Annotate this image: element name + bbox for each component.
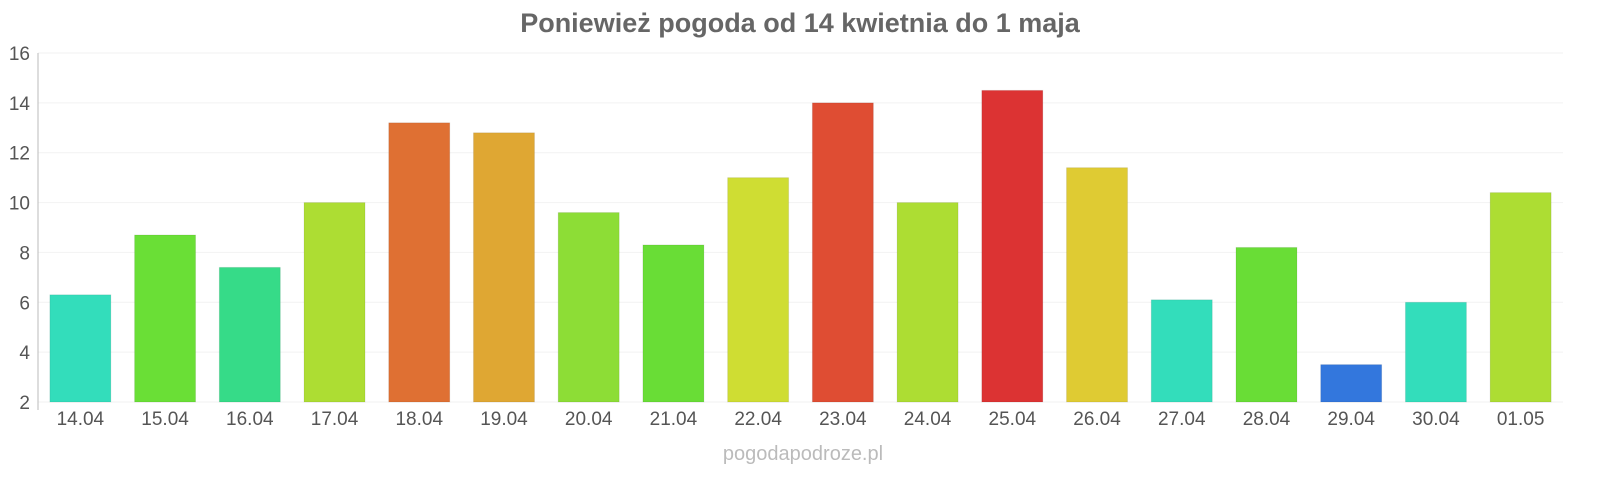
x-tick-label: 30.04: [1412, 409, 1460, 430]
y-tick-label: 10: [9, 194, 30, 215]
bar-16.04: [218, 266, 281, 403]
x-tick-label: 27.04: [1158, 409, 1206, 430]
x-tick-label: 14.04: [57, 409, 105, 430]
y-tick-label: 14: [9, 94, 31, 115]
bar-28.04: [1235, 246, 1298, 403]
x-tick-label: 15.04: [141, 409, 189, 430]
bar-30.04: [1404, 301, 1467, 403]
x-tick-label: 17.04: [311, 409, 359, 430]
y-tick-label: 4: [19, 343, 30, 364]
x-tick-label: 20.04: [565, 409, 613, 430]
watermark: pogodapodroze.pl: [723, 443, 883, 465]
bar-18.04: [388, 122, 451, 403]
bar-27.04: [1150, 299, 1213, 403]
bar-29.04: [1320, 364, 1383, 403]
bar-23.04: [811, 102, 874, 403]
x-tick-label: 19.04: [480, 409, 528, 430]
bar-15.04: [134, 234, 197, 403]
bar-25.04: [981, 89, 1044, 403]
bar-14.04: [49, 294, 112, 403]
bar-17.04: [303, 202, 366, 403]
y-tick-label: 6: [19, 293, 30, 314]
x-tick-label: 24.04: [904, 409, 952, 430]
bar-21.04: [642, 244, 705, 403]
bar-19.04: [472, 132, 535, 403]
y-tick-label: 12: [9, 144, 30, 165]
y-tick-label: 8: [19, 243, 30, 264]
x-tick-label: 28.04: [1243, 409, 1291, 430]
bar-22.04: [727, 177, 790, 403]
x-tick-label: 26.04: [1073, 409, 1121, 430]
x-tick-label: 18.04: [395, 409, 443, 430]
chart-title: Poniewież pogoda od 14 kwietnia do 1 maj…: [520, 8, 1081, 38]
y-tick-label: 2: [19, 393, 30, 414]
x-tick-label: 01.05: [1497, 409, 1545, 430]
x-tick-label: 29.04: [1327, 409, 1375, 430]
bar-01.05: [1489, 192, 1552, 403]
x-tick-label: 23.04: [819, 409, 867, 430]
x-tick-label: 16.04: [226, 409, 274, 430]
bar-20.04: [557, 212, 620, 403]
bar-24.04: [896, 202, 959, 403]
x-tick-label: 25.04: [989, 409, 1037, 430]
x-tick-label: 21.04: [650, 409, 698, 430]
y-tick-label: 16: [9, 44, 30, 65]
bar-26.04: [1066, 167, 1129, 403]
x-tick-label: 22.04: [734, 409, 782, 430]
